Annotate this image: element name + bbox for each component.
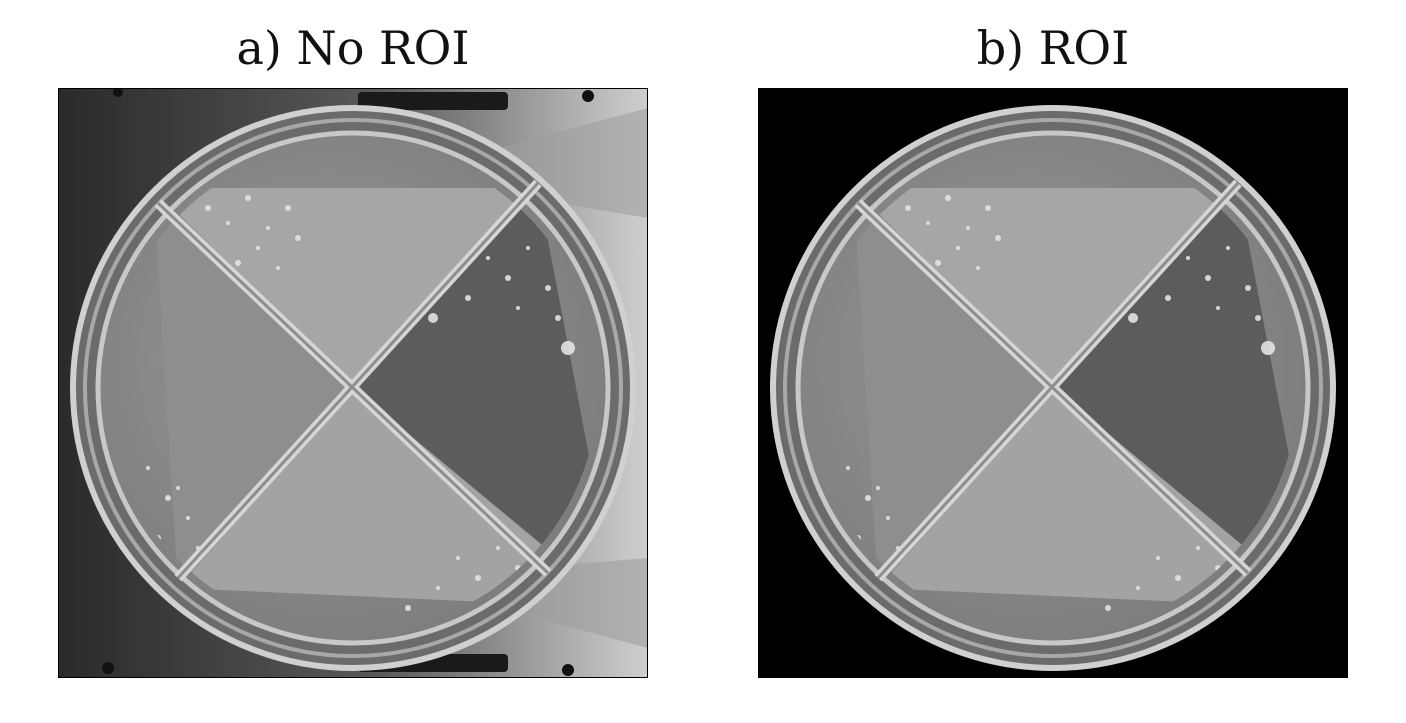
petri-dish-photo-a	[58, 88, 648, 678]
panel-b-caption: b) ROI	[976, 21, 1130, 75]
panel-a-image	[58, 88, 648, 678]
petri-dish-photo-b	[758, 88, 1348, 678]
panel-a-caption: a) No ROI	[236, 21, 470, 75]
panel-b-image	[758, 88, 1348, 678]
